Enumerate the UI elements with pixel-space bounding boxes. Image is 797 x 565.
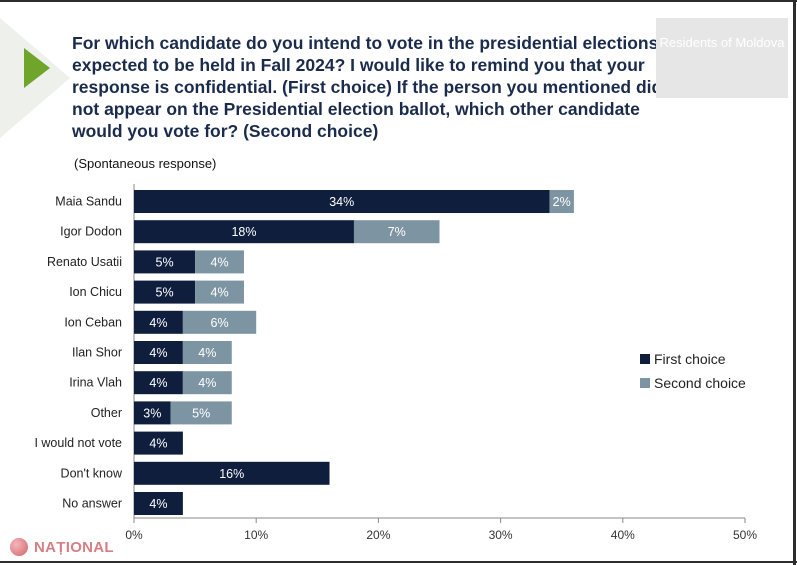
bar-first-choice-label: 4%: [149, 376, 167, 390]
bar-second-choice: [182, 341, 232, 364]
bar-first-choice-label: 3%: [143, 406, 161, 420]
population-tag: Residents of Moldova: [656, 18, 788, 98]
x-tick-label: 20%: [366, 528, 390, 542]
bar-second-choice: [195, 280, 244, 304]
category-label: Ilan Shor: [72, 346, 122, 360]
bar-first-choice-label: 16%: [219, 467, 244, 481]
category-label: No answer: [62, 497, 122, 511]
chart-question-title: For which candidate do you intend to vot…: [72, 33, 663, 141]
legend-second-swatch: [640, 378, 650, 388]
x-tick-label: 40%: [611, 528, 635, 542]
legend-second-label: Second choice: [654, 375, 746, 391]
category-label: Ion Chicu: [69, 285, 122, 299]
play-arrow-icon: [24, 48, 50, 88]
frame-bottom-border: [0, 561, 797, 563]
bar-first-choice: [134, 220, 354, 244]
bar-first-choice: [134, 190, 550, 213]
x-tick-label: 10%: [244, 528, 268, 542]
bar-first-choice-label: 4%: [149, 346, 167, 360]
x-tick-label: 50%: [733, 528, 757, 542]
bar-second-choice: [182, 371, 232, 395]
frame-right-border: [793, 0, 796, 565]
bar-second-choice: [549, 190, 574, 213]
x-tick-label: 30%: [489, 528, 513, 542]
category-label: Don't know: [61, 466, 123, 480]
category-label: Igor Dodon: [60, 225, 122, 239]
bar-second-choice-label: 4%: [211, 286, 229, 300]
bar-first-choice-label: 4%: [149, 497, 167, 511]
bar-first-choice: [134, 492, 183, 515]
bar-first-choice-label: 5%: [156, 255, 174, 269]
legend-first-swatch: [640, 354, 650, 364]
bar-second-choice: [170, 401, 232, 425]
bar-first-choice-label: 18%: [231, 225, 256, 239]
bar-first-choice: [134, 461, 330, 485]
category-label: Ion Ceban: [64, 315, 122, 329]
bar-first-choice: [134, 401, 171, 425]
category-label: Irina Vlah: [69, 376, 122, 390]
bar-second-choice-label: 5%: [192, 406, 210, 420]
bar-first-choice-label: 34%: [329, 195, 354, 209]
category-label: Renato Usatii: [47, 255, 122, 269]
bar-first-choice-label: 4%: [149, 437, 167, 451]
legend-second-choice: Second choice: [640, 375, 746, 391]
legend-first-choice: First choice: [640, 351, 726, 367]
bar-first-choice: [134, 371, 183, 395]
bar-second-choice-label: 7%: [388, 225, 406, 239]
national-logo: NAȚIONAL: [10, 538, 114, 556]
bar-first-choice: [134, 250, 196, 274]
x-tick-label: 0%: [125, 528, 143, 542]
bar-second-choice-label: 4%: [198, 346, 216, 360]
bar-second-choice-label: 4%: [198, 376, 216, 390]
bar-second-choice-label: 6%: [211, 316, 229, 330]
bar-second-choice: [195, 250, 244, 274]
frame-top-border: [0, 0, 797, 2]
bar-first-choice: [134, 310, 183, 334]
logo-text: NAȚIONAL: [34, 538, 114, 556]
chart-subtitle: (Spontaneous response): [74, 156, 217, 171]
category-label: I would not vote: [34, 436, 122, 450]
bar-second-choice: [182, 310, 257, 334]
bar-second-choice-label: 2%: [553, 195, 571, 209]
bar-first-choice-label: 5%: [156, 286, 174, 300]
bar-second-choice: [353, 220, 440, 244]
bar-first-choice-label: 4%: [149, 316, 167, 330]
logo-mark-icon: [10, 538, 28, 556]
bar-first-choice: [134, 280, 196, 304]
category-label: Other: [91, 406, 122, 420]
bar-first-choice: [134, 341, 183, 364]
legend-first-label: First choice: [654, 351, 726, 367]
bar-first-choice: [134, 431, 183, 455]
bar-second-choice-label: 4%: [211, 255, 229, 269]
category-label: Maia Sandu: [55, 195, 122, 209]
